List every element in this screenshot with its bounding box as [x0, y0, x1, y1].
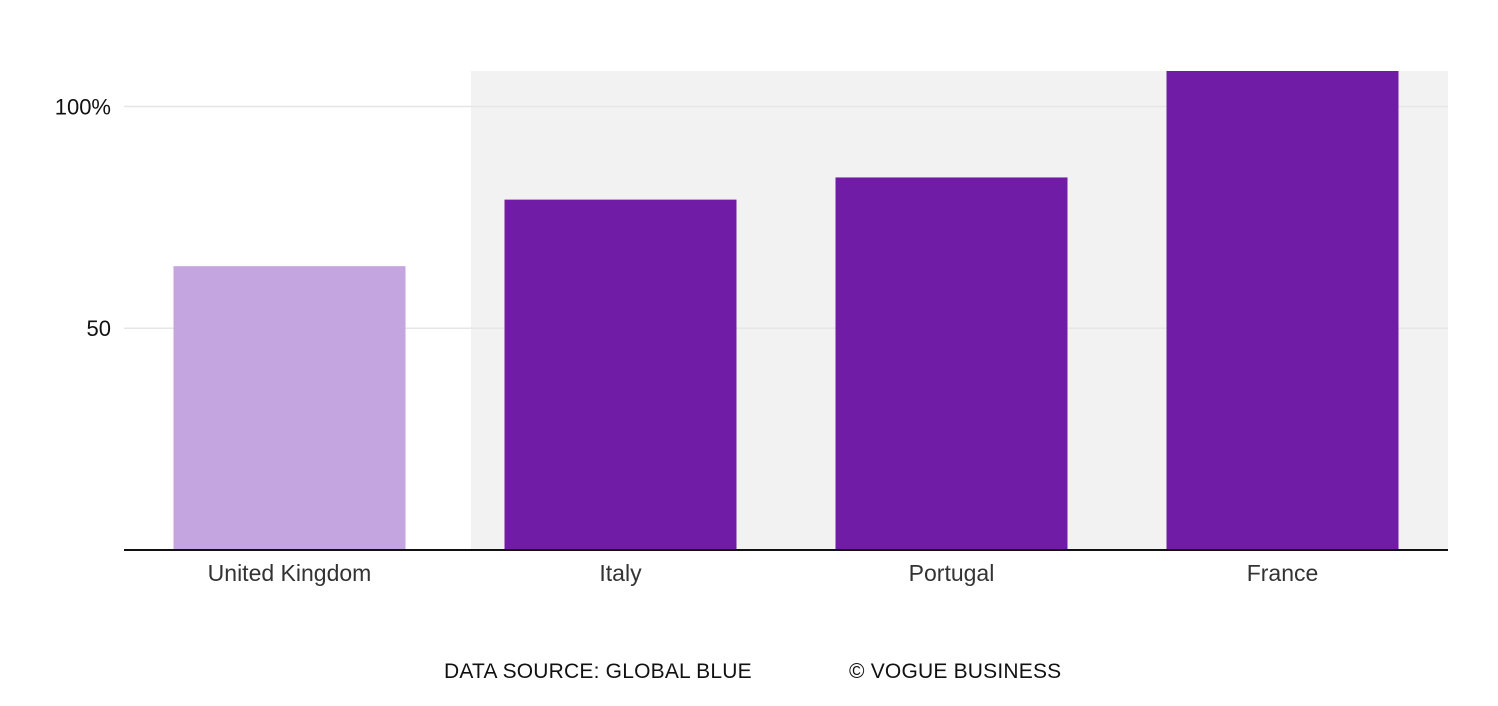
x-tick-label-portugal: Portugal	[909, 560, 995, 586]
bar-portugal	[835, 177, 1068, 550]
data-source-label: DATA SOURCE: GLOBAL BLUE	[444, 660, 752, 683]
bar-italy	[504, 199, 737, 551]
y-tick-label-100: 100%	[55, 94, 111, 119]
bar-united-kingdom	[173, 266, 406, 550]
x-tick-label-italy: Italy	[599, 560, 642, 586]
bar-france	[1166, 71, 1399, 550]
y-tick-label-50: 50	[87, 316, 111, 341]
x-tick-label-france: France	[1247, 560, 1319, 586]
copyright-label: © VOGUE BUSINESS	[849, 660, 1062, 683]
x-tick-label-united-kingdom: United Kingdom	[208, 560, 372, 586]
